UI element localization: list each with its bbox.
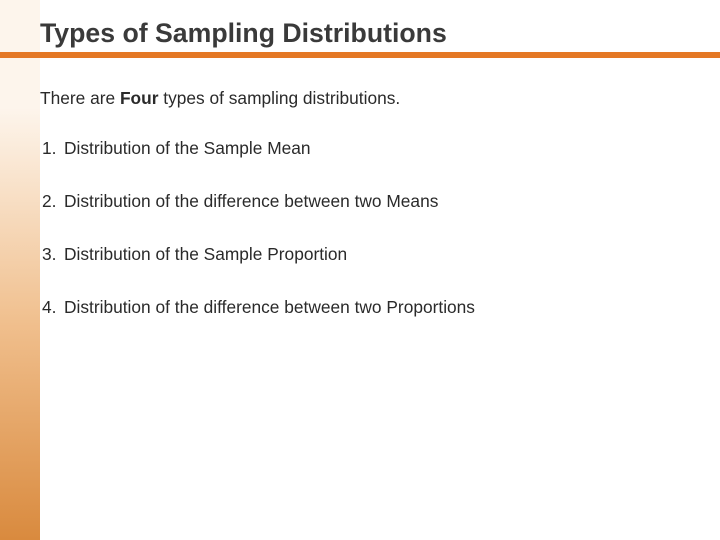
decorative-left-stripe bbox=[0, 0, 40, 540]
list-item-text: Distribution of the difference between t… bbox=[64, 297, 680, 318]
numbered-list: 1. Distribution of the Sample Mean 2. Di… bbox=[40, 138, 680, 318]
intro-sentence: There are Four types of sampling distrib… bbox=[40, 88, 400, 109]
list-item: 4. Distribution of the difference betwee… bbox=[40, 297, 680, 318]
list-item-text: Distribution of the difference between t… bbox=[64, 191, 680, 212]
list-item-text: Distribution of the Sample Mean bbox=[64, 138, 680, 159]
intro-suffix: types of sampling distributions. bbox=[158, 88, 400, 108]
list-item-text: Distribution of the Sample Proportion bbox=[64, 244, 680, 265]
header-accent-band bbox=[0, 52, 720, 58]
list-item-number: 4. bbox=[40, 297, 64, 318]
intro-bold-word: Four bbox=[120, 88, 159, 108]
list-item: 1. Distribution of the Sample Mean bbox=[40, 138, 680, 159]
list-item: 3. Distribution of the Sample Proportion bbox=[40, 244, 680, 265]
list-item: 2. Distribution of the difference betwee… bbox=[40, 191, 680, 212]
slide-title: Types of Sampling Distributions bbox=[40, 18, 447, 49]
list-item-number: 1. bbox=[40, 138, 64, 159]
list-item-number: 3. bbox=[40, 244, 64, 265]
intro-prefix: There are bbox=[40, 88, 120, 108]
list-item-number: 2. bbox=[40, 191, 64, 212]
